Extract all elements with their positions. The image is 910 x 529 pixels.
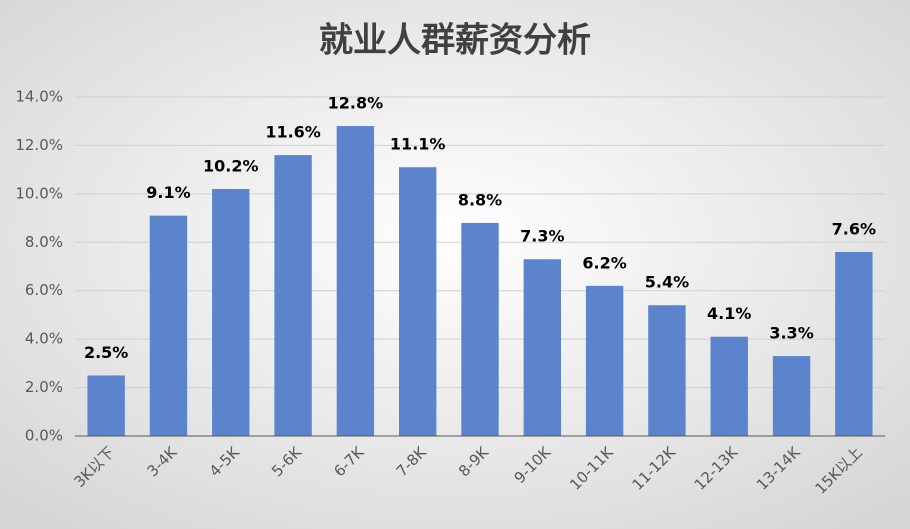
bar [274,155,312,436]
data-label: 10.2% [203,157,259,176]
data-label: 6.2% [582,253,626,272]
chart-title: 就业人群薪资分析 [319,21,591,61]
bar [399,167,437,436]
bar [585,285,624,436]
data-label: 2.5% [84,343,128,362]
bar [835,251,873,436]
bar [648,305,686,436]
y-tick-label: 2.0% [25,378,63,396]
y-tick-label: 12.0% [15,136,63,154]
bar [461,222,499,436]
data-label: 7.6% [832,219,876,238]
data-label: 4.1% [707,304,751,323]
data-label: 11.1% [390,135,446,154]
y-tick-label: 0.0% [25,427,63,445]
data-label: 9.1% [146,183,190,202]
bar [710,336,748,436]
data-label: 5.4% [645,273,689,292]
y-tick-label: 14.0% [15,88,63,106]
bar [149,215,188,436]
data-label: 12.8% [328,94,384,113]
bar [336,126,375,437]
data-label: 7.3% [520,227,564,246]
bar [523,259,561,436]
data-label: 11.6% [265,123,321,142]
data-label: 8.8% [458,190,502,209]
bar [212,189,250,436]
y-tick-label: 10.0% [15,184,63,202]
y-tick-label: 8.0% [25,233,63,251]
y-tick-label: 4.0% [25,330,63,348]
data-label: 3.3% [769,324,813,343]
bar [772,356,811,436]
bar [87,375,125,436]
y-tick-label: 6.0% [25,281,63,299]
